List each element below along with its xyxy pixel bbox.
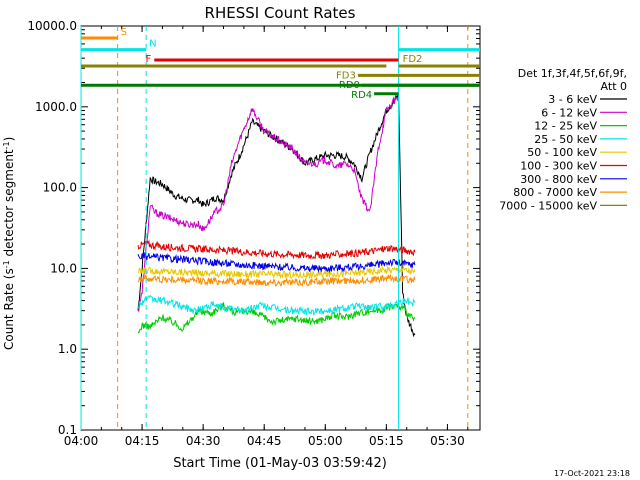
- y-axis-label-sup1: -1: [2, 260, 11, 268]
- y-tick-label: 0.1: [58, 423, 77, 437]
- series-line: [137, 302, 416, 334]
- series-line: [137, 239, 416, 260]
- y-tick-label: 1.0: [58, 342, 77, 356]
- series-line: [137, 95, 400, 313]
- legend-entry-label: 300 - 800 keV: [520, 173, 597, 186]
- legend-header-line1: Det 1f,3f,4f,5f,6f,9f,: [518, 67, 627, 80]
- series-line: [137, 264, 416, 280]
- x-tick-label: 04:45: [247, 434, 282, 448]
- legend-entry-label: 6 - 12 keV: [541, 106, 597, 119]
- legend-entry-label: 7000 - 15000 keV: [499, 199, 597, 212]
- legend-entry-label: 100 - 300 keV: [520, 160, 597, 173]
- y-axis-label-end: ): [2, 137, 16, 142]
- legend-header-line2: Att 0: [601, 80, 627, 93]
- y-tick-label: 1000.0: [35, 100, 77, 114]
- x-tick-label: 05:15: [369, 434, 404, 448]
- y-axis-label-mid: detector segment: [2, 149, 16, 260]
- flag-label: F: [146, 54, 152, 65]
- flag-label: FD2: [403, 54, 423, 65]
- legend-entry-label: 3 - 6 keV: [548, 93, 597, 106]
- x-tick-label: 05:30: [430, 434, 465, 448]
- y-axis-label-main: Count Rate (s: [2, 268, 16, 350]
- series-line: [137, 92, 416, 338]
- x-tick-label: 04:30: [186, 434, 221, 448]
- y-tick-label: 10000.0: [27, 19, 77, 33]
- legend-entry-label: 12 - 25 keV: [534, 120, 597, 133]
- footer-date: 17-Oct-2021 23:18: [554, 469, 630, 478]
- x-tick-label: 05:00: [308, 434, 343, 448]
- series-line: [137, 294, 416, 317]
- series-group: [137, 92, 416, 338]
- legend-entry-label: 800 - 7000 keV: [513, 186, 597, 199]
- y-tick-label: 10.0: [50, 261, 77, 275]
- series-line: [137, 274, 416, 287]
- legend-entry-label: 50 - 100 keV: [527, 146, 597, 159]
- y-axis-label-sup2: -1: [2, 141, 11, 149]
- flag-label: RD0: [339, 80, 360, 91]
- chart-title: RHESSI Count Rates: [205, 4, 356, 22]
- flag-label: FD3: [336, 70, 356, 81]
- flag-label: N: [149, 39, 156, 50]
- y-tick-label: 100.0: [43, 181, 77, 195]
- legend-entry-label: 25 - 50 keV: [534, 133, 597, 146]
- x-tick-label: 04:15: [125, 434, 160, 448]
- flag-label: RD4: [351, 90, 372, 101]
- x-axis-label: Start Time (01-May-03 03:59:42): [173, 456, 387, 471]
- x-tick-label: 04:00: [64, 434, 99, 448]
- plot-area: [137, 92, 416, 338]
- series-line: [137, 252, 416, 273]
- y-axis-label: Count Rate (s-1 detector segment-1): [2, 137, 17, 350]
- flag-label: S: [121, 27, 127, 38]
